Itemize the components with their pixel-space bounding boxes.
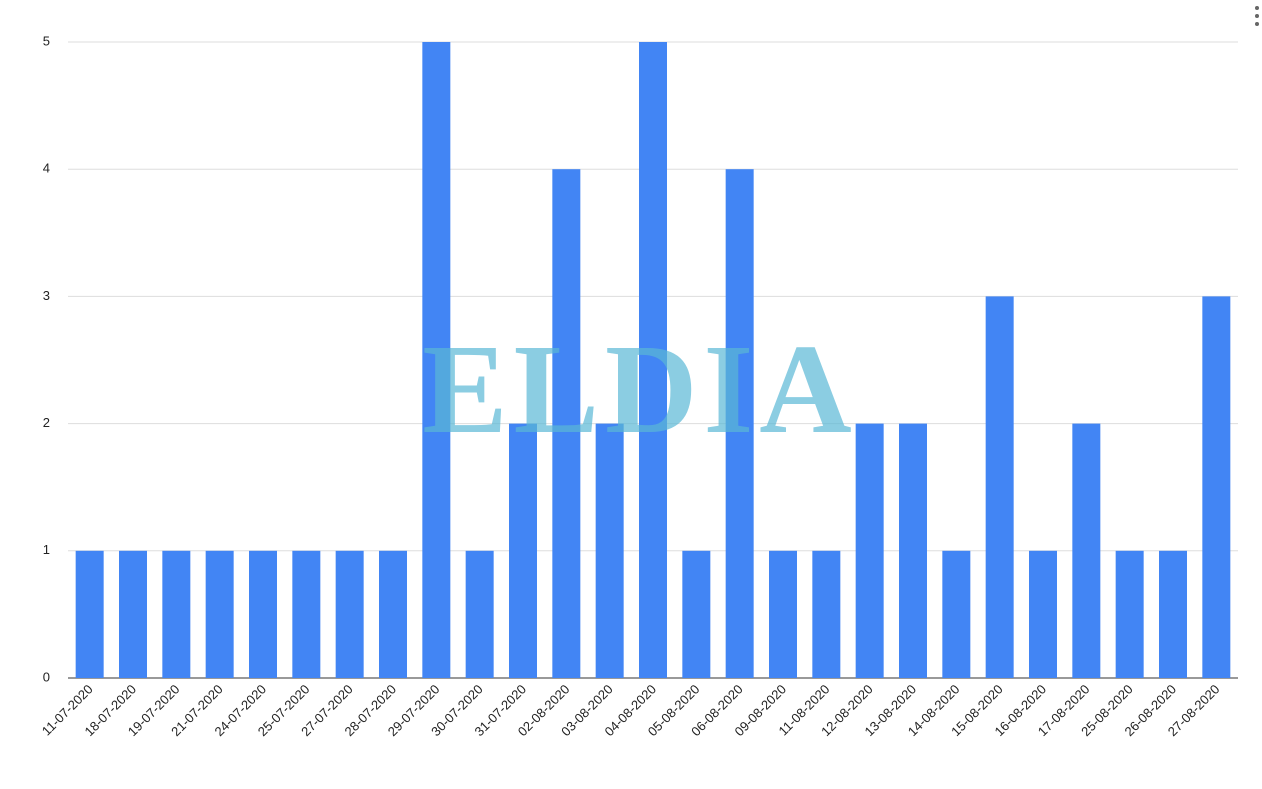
bar [1115,550,1144,678]
bar [292,550,321,678]
bar [119,550,147,678]
watermark: ELDIA [422,318,857,460]
y-tick-label: 4 [43,161,50,176]
menu-icon[interactable] [1255,6,1259,26]
bar [249,550,277,678]
bar [1029,550,1057,678]
menu-dot [1255,14,1259,18]
y-tick-label: 2 [43,415,50,430]
bar [595,423,624,678]
bar [509,423,537,678]
bar [812,550,841,678]
bar [769,550,797,678]
bar [942,550,971,678]
bar [335,550,364,678]
bar [899,423,927,678]
bar [1202,296,1231,678]
bar [725,169,754,678]
bar [639,42,667,678]
bar [162,550,191,678]
menu-dot [1255,6,1259,10]
bar [1159,550,1187,678]
y-tick-label: 3 [43,288,50,303]
y-tick-label: 0 [43,669,50,684]
bar [985,296,1014,678]
y-tick-label: 1 [43,542,50,557]
bar [1072,423,1101,678]
bar [682,550,711,678]
bar [75,550,104,678]
bar [465,550,494,678]
bar [422,42,451,678]
bar [379,550,407,678]
bar [205,550,234,678]
y-tick-label: 5 [43,33,50,48]
menu-dot [1255,22,1259,26]
bar [855,423,884,678]
bar [552,169,581,678]
